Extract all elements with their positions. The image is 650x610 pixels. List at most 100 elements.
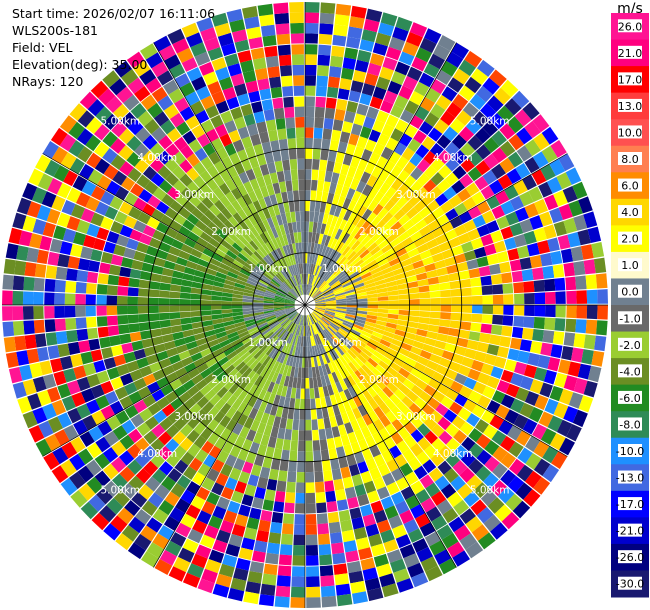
ppi-gate	[404, 357, 417, 368]
ppi-gate	[509, 222, 524, 237]
ppi-gate	[334, 14, 350, 27]
ppi-gate	[331, 542, 345, 555]
ppi-gate	[290, 312, 298, 321]
azimuth-spoke	[153, 42, 306, 306]
ppi-gate	[353, 282, 365, 289]
ppi-gate	[313, 311, 322, 319]
ppi-gate	[302, 263, 305, 274]
ppi-gate	[372, 394, 384, 407]
ppi-gate	[253, 309, 264, 314]
ppi-gate	[103, 357, 117, 370]
ppi-gate	[219, 262, 231, 271]
ppi-gate	[281, 257, 288, 268]
ppi-gate	[345, 313, 357, 319]
ppi-gate	[319, 564, 334, 577]
ppi-gate	[422, 366, 436, 378]
ppi-gate	[276, 351, 284, 363]
ppi-gate	[333, 252, 342, 263]
ppi-gate	[214, 124, 228, 138]
ppi-gate	[501, 272, 513, 284]
ppi-gate	[174, 72, 191, 88]
ppi-gate	[103, 113, 120, 131]
ppi-gate	[409, 22, 428, 38]
ppi-gate	[169, 291, 181, 299]
ppi-gate	[133, 377, 147, 391]
ppi-gate	[355, 537, 370, 551]
ppi-gate	[476, 449, 492, 465]
ppi-gate	[241, 537, 255, 551]
ppi-gate	[272, 262, 281, 273]
ppi-gate	[327, 373, 335, 385]
ppi-gate	[190, 310, 202, 317]
ppi-gate	[273, 416, 282, 428]
ppi-gate	[356, 310, 368, 315]
ppi-gate	[258, 197, 268, 210]
ppi-gate	[423, 384, 437, 397]
ppi-gate	[419, 305, 431, 311]
ppi-gate	[54, 306, 65, 319]
ppi-gate	[163, 260, 176, 270]
ppi-gate	[29, 362, 43, 378]
ppi-gate	[281, 407, 289, 419]
ppi-gate	[252, 268, 263, 277]
ppi-gate	[496, 250, 510, 263]
ppi-gate	[496, 379, 510, 394]
ppi-gate	[341, 121, 353, 134]
ppi-gate	[180, 144, 194, 159]
ppi-gate	[121, 483, 138, 500]
ppi-gate	[201, 477, 215, 492]
ppi-gate	[288, 322, 295, 333]
ppi-gate	[403, 161, 417, 175]
range-ring-label: 3.00km	[174, 411, 214, 423]
ppi-gate	[381, 123, 395, 138]
ppi-gate	[64, 293, 76, 305]
range-ring-label: 3.00km	[396, 411, 436, 423]
ppi-gate	[263, 368, 272, 380]
ppi-gate	[249, 226, 260, 238]
ppi-gate	[300, 325, 303, 337]
ppi-gate	[367, 587, 384, 602]
ppi-gate	[207, 47, 224, 62]
ppi-gate	[294, 200, 300, 212]
ppi-gate	[2, 306, 13, 321]
ppi-gate	[202, 401, 215, 414]
ppi-gate	[321, 245, 328, 257]
ppi-gate	[467, 135, 483, 151]
ppi-gate	[262, 573, 277, 586]
ppi-gate	[284, 320, 292, 330]
ppi-gate	[308, 285, 314, 296]
ppi-gate	[306, 534, 318, 546]
ppi-gate	[335, 3, 352, 16]
ppi-gate	[159, 417, 173, 431]
ppi-gate	[44, 434, 61, 452]
ppi-gate	[350, 419, 361, 432]
ppi-gate	[248, 344, 259, 354]
ppi-gate	[103, 523, 121, 541]
ppi-gate	[152, 369, 166, 381]
ppi-gate	[309, 253, 313, 264]
ppi-gate	[75, 281, 87, 294]
ppi-gate	[49, 358, 63, 373]
ppi-gate	[216, 529, 231, 544]
ppi-gate	[240, 351, 251, 361]
ppi-gate	[314, 387, 320, 399]
ppi-gate	[395, 324, 408, 332]
ppi-gate	[553, 402, 569, 419]
ppi-gate	[318, 428, 327, 440]
ppi-gate	[189, 403, 202, 416]
ppi-gate	[354, 429, 365, 442]
ppi-gate	[424, 430, 438, 445]
ppi-gate	[366, 106, 380, 120]
ppi-gate	[271, 383, 280, 395]
ppi-gate	[512, 282, 525, 294]
ppi-gate	[334, 573, 350, 586]
range-ring-label: 1.00km	[322, 337, 362, 349]
ppi-gate	[416, 158, 431, 173]
ppi-gate	[279, 544, 293, 556]
ppi-gate	[259, 326, 270, 334]
start-time: Start time: 2026/02/07 16:11:06	[12, 6, 216, 21]
ppi-gate	[215, 100, 230, 115]
ppi-gate	[314, 471, 324, 483]
ppi-gate	[495, 190, 510, 205]
ppi-gate	[237, 348, 249, 358]
